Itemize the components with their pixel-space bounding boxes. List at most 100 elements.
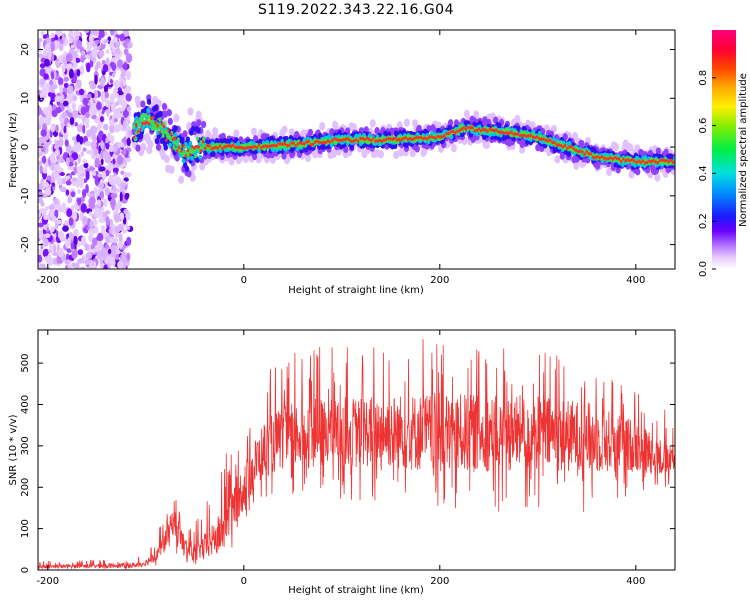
noise-blob	[38, 254, 43, 263]
noise-blob	[105, 235, 112, 244]
noise-blob	[89, 219, 94, 230]
noise-blob	[59, 186, 67, 193]
noise-blob	[70, 85, 74, 94]
noise-blob	[59, 236, 67, 242]
noise-blob	[39, 265, 44, 269]
ridge-point	[275, 144, 278, 148]
ridge-point	[337, 138, 341, 142]
ridge-point	[654, 173, 661, 182]
ridge-point	[140, 100, 146, 108]
noise-blob	[42, 146, 46, 153]
noise-blob	[82, 124, 86, 134]
ridge-point	[150, 116, 153, 121]
ridge-point	[147, 122, 151, 126]
ridge-point	[620, 159, 623, 164]
noise-blob	[112, 47, 116, 53]
ridge-point	[190, 125, 196, 132]
noise-blob	[67, 196, 73, 204]
noise-blob	[70, 242, 75, 250]
noise-blob	[51, 251, 59, 256]
ridge-point	[639, 160, 642, 165]
noise-blob	[68, 37, 74, 44]
ridge-point	[141, 121, 144, 126]
ridge-point	[191, 145, 194, 149]
ridge-point	[628, 158, 632, 163]
ridge-point	[144, 113, 148, 118]
ridge-point	[147, 115, 151, 120]
ridge-point	[320, 141, 323, 145]
ridge-point	[566, 146, 569, 151]
ridge-point	[419, 135, 422, 139]
noise-blob	[95, 236, 102, 241]
ridge-point	[257, 147, 262, 154]
noise-blob	[104, 244, 110, 249]
noise-blob	[79, 164, 85, 175]
noise-blob	[50, 41, 55, 52]
ridge-point	[525, 134, 528, 139]
ridge-point	[232, 143, 235, 148]
ridge-point	[176, 137, 180, 142]
noise-blob	[83, 30, 90, 34]
ridge-point	[326, 139, 330, 143]
ridge-point	[572, 132, 579, 141]
noise-blob	[110, 192, 118, 199]
ridge-point	[195, 144, 198, 149]
noise-blob	[114, 232, 120, 238]
ridge-point	[637, 159, 640, 163]
ridge-point	[382, 138, 386, 142]
noise-blob	[42, 167, 48, 174]
ridge-point	[167, 128, 170, 132]
noise-blob	[82, 216, 88, 226]
noise-blob	[112, 237, 119, 243]
ridge-point	[605, 157, 608, 161]
ridge-point	[414, 145, 420, 153]
noise-blob	[52, 79, 57, 85]
ridge-point	[350, 139, 353, 144]
noise-blob	[88, 34, 94, 44]
noise-blob	[76, 69, 81, 77]
noise-blob	[89, 83, 97, 90]
ridge-point	[264, 144, 267, 148]
noise-blob	[109, 124, 115, 134]
ridge-point	[307, 139, 310, 143]
ridge-point	[554, 155, 561, 164]
ridge-point	[490, 128, 494, 132]
noise-blob	[38, 137, 45, 142]
ridge-point	[482, 116, 488, 124]
ridge-point	[134, 123, 138, 127]
noise-blob	[91, 92, 95, 99]
ridge-point	[423, 136, 427, 140]
noise-blob	[63, 76, 69, 82]
ridge-point	[349, 144, 355, 151]
noise-blob	[104, 39, 109, 44]
noise-blob	[99, 166, 106, 172]
colorbar-tick-label: 0.8	[698, 70, 709, 86]
noise-blob	[122, 262, 127, 269]
noise-blob	[79, 266, 86, 269]
noise-blob	[50, 162, 55, 172]
ridge-point	[391, 137, 394, 141]
noise-blob	[73, 30, 81, 38]
noise-blob	[97, 199, 102, 207]
noise-blob	[120, 71, 126, 78]
ridge-point	[501, 130, 504, 135]
noise-blob	[94, 39, 101, 44]
colorbar: 0.0 0.2 0.4 0.6 0.8 Normalized spectral ampl…	[698, 30, 749, 277]
noise-blob	[123, 208, 129, 215]
ridge-point	[196, 136, 200, 141]
ridge-point	[585, 150, 588, 154]
noise-blob	[120, 170, 124, 175]
ridge-point	[158, 110, 163, 117]
spectrogram-y-tick-label: 0	[20, 144, 31, 150]
noise-blob	[43, 238, 49, 247]
ridge-point	[180, 149, 183, 153]
ridge-point	[403, 118, 410, 127]
ridge-point	[139, 127, 142, 131]
noise-blob	[52, 215, 57, 223]
ridge-point	[151, 121, 155, 126]
ridge-point	[236, 145, 239, 150]
ridge-point	[538, 137, 541, 141]
noise-blob	[38, 39, 41, 50]
snr-y-tick-label: 0	[20, 567, 31, 573]
noise-blob	[122, 228, 127, 234]
